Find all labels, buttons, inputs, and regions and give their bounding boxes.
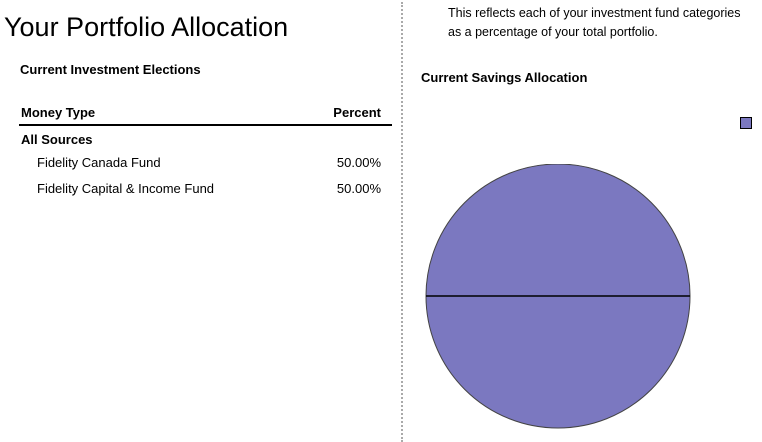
money-type-header: Money Type xyxy=(21,105,96,120)
percent-header: Percent xyxy=(333,105,381,120)
chart-title: Current Savings Allocation xyxy=(421,70,588,85)
table-row: Fidelity Capital & Income Fund 50.00% xyxy=(19,176,392,202)
page-title: Your Portfolio Allocation xyxy=(4,12,289,42)
fund-name: Fidelity Canada Fund xyxy=(37,155,161,170)
pie-slice xyxy=(425,164,691,297)
column-divider xyxy=(401,2,403,442)
elections-heading: Current Investment Elections xyxy=(20,62,201,77)
table-header: Money Type Percent xyxy=(19,104,392,126)
fund-percent: 50.00% xyxy=(336,155,381,170)
allocation-description: This reflects each of your investment fu… xyxy=(448,6,741,39)
table-row: Fidelity Canada Fund 50.00% xyxy=(19,150,392,176)
group-row-all-sources: All Sources xyxy=(21,132,93,147)
elections-table: Money Type Percent All Sources Fidelity … xyxy=(19,104,392,202)
chart-legend xyxy=(740,117,752,129)
pie-chart xyxy=(425,164,691,429)
fund-name: Fidelity Capital & Income Fund xyxy=(37,181,215,196)
legend-swatch xyxy=(740,117,752,129)
pie-slice xyxy=(425,295,691,429)
fund-percent: 50.00% xyxy=(336,181,381,196)
pie-slices xyxy=(425,164,691,429)
